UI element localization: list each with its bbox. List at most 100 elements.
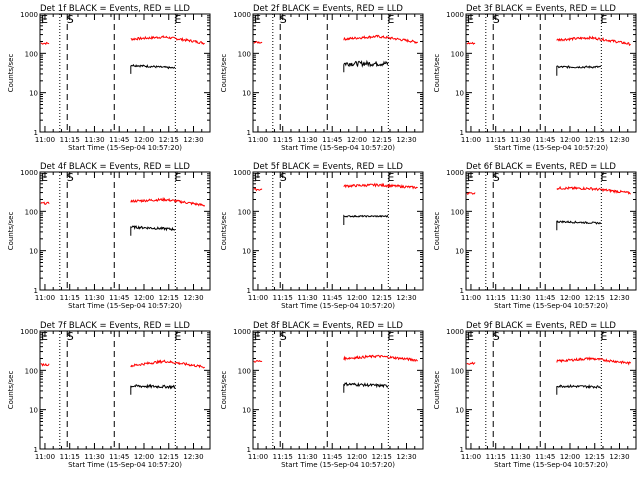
x-tick-label: 12:15 — [372, 453, 392, 461]
y-axis-label: Counts/sec — [433, 212, 441, 251]
y-tick-label: 100 — [238, 367, 251, 375]
marker-label-s: S — [493, 330, 500, 343]
x-tick-label: 11:30 — [84, 294, 104, 302]
panel-title: Det 7f BLACK = Events, RED = LLD — [40, 321, 190, 331]
y-axis-label: Counts/sec — [433, 54, 441, 93]
x-tick-label: 12:15 — [372, 294, 392, 302]
x-tick-label: 11:30 — [84, 136, 104, 144]
y-tick-label: 10 — [29, 248, 38, 256]
marker-label-e1: E — [467, 13, 474, 26]
lld-series-pre — [466, 41, 476, 45]
events-series — [130, 225, 176, 236]
plot-frame — [39, 330, 211, 450]
marker-label-e1: E — [41, 13, 48, 26]
panel-title: Det 2f BLACK = Events, RED = LLD — [253, 4, 403, 14]
y-axis-label: Counts/sec — [220, 54, 228, 93]
marker-label-e2: E — [387, 171, 394, 184]
y-tick-label: 10 — [242, 407, 251, 415]
marker-label-s: S — [280, 171, 287, 184]
x-tick-label: 12:30 — [183, 294, 203, 302]
marker-label-e2: E — [174, 171, 181, 184]
x-tick-label: 11:00 — [461, 294, 481, 302]
x-tick-label: 12:00 — [134, 453, 154, 461]
x-tick-label: 11:15 — [60, 136, 80, 144]
y-tick-label: 1000 — [446, 169, 464, 177]
x-axis-label: Start Time (15-Sep-04 10:57:20) — [281, 461, 395, 469]
x-tick-label: 12:00 — [134, 136, 154, 144]
y-tick-label: 100 — [238, 50, 251, 58]
marker-label-e2: E — [174, 13, 181, 26]
marker-label-s: S — [493, 13, 500, 26]
y-tick-label: 100 — [25, 208, 38, 216]
y-tick-label: 100 — [451, 50, 464, 58]
panel-4: Det 4f BLACK = Events, RED = LLD Counts/s… — [7, 162, 211, 310]
y-tick-label: 10 — [455, 407, 464, 415]
y-tick-label: 10 — [242, 248, 251, 256]
y-tick-label: 100 — [451, 208, 464, 216]
y-axis-label: Counts/sec — [7, 212, 15, 251]
lld-series-post — [130, 35, 205, 45]
marker-label-e1: E — [254, 330, 261, 343]
plot-frame — [465, 13, 637, 133]
x-tick-label: 12:00 — [134, 294, 154, 302]
lld-series-pre — [40, 201, 50, 205]
y-tick-label: 1000 — [20, 328, 38, 336]
lld-series-post — [343, 354, 418, 363]
plot-frame — [465, 330, 637, 450]
marker-label-s: S — [493, 171, 500, 184]
y-tick-label: 1 — [34, 129, 38, 137]
x-tick-label: 11:00 — [248, 136, 268, 144]
x-tick-label: 11:15 — [60, 453, 80, 461]
x-tick-label: 11:15 — [60, 294, 80, 302]
x-tick-label: 11:45 — [109, 453, 129, 461]
x-tick-label: 11:15 — [486, 453, 506, 461]
x-tick-label: 11:45 — [535, 453, 555, 461]
marker-label-e1: E — [467, 330, 474, 343]
x-tick-label: 12:15 — [159, 453, 179, 461]
x-axis-label: Start Time (15-Sep-04 10:57:20) — [68, 144, 182, 152]
x-tick-label: 11:00 — [461, 453, 481, 461]
x-axis-label: Start Time (15-Sep-04 10:57:20) — [68, 302, 182, 310]
y-tick-label: 100 — [238, 208, 251, 216]
x-tick-label: 12:00 — [347, 136, 367, 144]
panel-6: Det 6f BLACK = Events, RED = LLD Counts/s… — [433, 162, 637, 310]
events-series — [343, 381, 389, 393]
lld-series-post — [556, 185, 632, 195]
lld-series-post — [130, 359, 206, 369]
x-tick-label: 11:00 — [35, 294, 55, 302]
marker-label-e1: E — [41, 330, 48, 343]
panel-9: Det 9f BLACK = Events, RED = LLD Counts/s… — [433, 321, 637, 469]
y-axis-label: Counts/sec — [7, 371, 15, 410]
events-series — [556, 383, 602, 395]
x-tick-label: 11:15 — [273, 453, 293, 461]
x-tick-label: 12:00 — [560, 453, 580, 461]
y-tick-label: 100 — [451, 367, 464, 375]
y-tick-label: 1 — [460, 129, 464, 137]
x-tick-label: 11:00 — [35, 453, 55, 461]
x-tick-label: 12:15 — [159, 294, 179, 302]
x-axis-label: Start Time (15-Sep-04 10:57:20) — [281, 302, 395, 310]
x-tick-label: 12:15 — [585, 453, 605, 461]
x-axis-label: Start Time (15-Sep-04 10:57:20) — [494, 461, 608, 469]
x-tick-label: 11:30 — [510, 294, 530, 302]
x-tick-label: 11:45 — [322, 294, 342, 302]
x-tick-label: 11:00 — [248, 294, 268, 302]
x-tick-label: 11:15 — [486, 136, 506, 144]
marker-label-s: S — [67, 171, 74, 184]
x-axis-label: Start Time (15-Sep-04 10:57:20) — [494, 144, 608, 152]
plot-frame — [252, 330, 424, 450]
panel-3: Det 3f BLACK = Events, RED = LLD Counts/s… — [433, 4, 637, 152]
y-tick-label: 1000 — [233, 169, 251, 177]
lld-series-post — [343, 34, 419, 44]
x-tick-label: 11:30 — [84, 453, 104, 461]
lld-series-post — [556, 35, 631, 47]
marker-label-e2: E — [600, 171, 607, 184]
x-tick-label: 11:30 — [297, 453, 317, 461]
y-tick-label: 1000 — [446, 328, 464, 336]
marker-label-e2: E — [174, 330, 181, 343]
x-tick-label: 11:15 — [273, 294, 293, 302]
x-tick-label: 12:30 — [396, 453, 416, 461]
x-tick-label: 11:30 — [297, 136, 317, 144]
y-tick-label: 100 — [25, 50, 38, 58]
